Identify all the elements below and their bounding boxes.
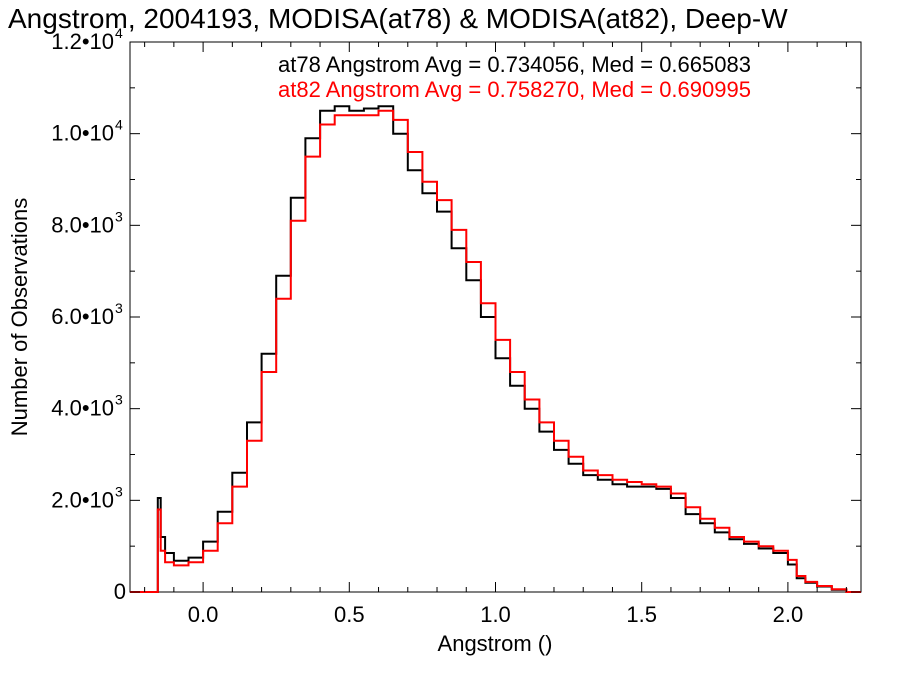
y-tick-exponent: 3: [115, 483, 123, 499]
y-tick-label: 8.0•10: [51, 212, 114, 237]
chart-title: Angstrom, 2004193, MODISA(at78) & MODISA…: [8, 3, 788, 34]
annotation-at78: at78 Angstrom Avg = 0.734056, Med = 0.66…: [278, 52, 751, 77]
x-tick-label: 0.5: [334, 602, 365, 627]
plot-area: 0.0 0.5 1.0 1.5 2.0 02.0•10 34.0•10 36.0•10 38.…: [51, 25, 862, 627]
y-tick-label: 4.0•10: [51, 396, 114, 421]
x-axis: 0.0 0.5 1.0 1.5 2.0: [144, 42, 847, 627]
series-at78-line: [130, 105, 861, 593]
x-tick-label: 1.5: [626, 602, 657, 627]
y-tick-exponent: 3: [115, 208, 123, 224]
annotation-at82: at82 Angstrom Avg = 0.758270, Med = 0.69…: [278, 77, 751, 102]
x-tick-label: 1.0: [480, 602, 511, 627]
x-axis-label: Angstrom (): [438, 631, 553, 656]
series-at82-line: [130, 109, 861, 593]
y-tick-label: 1.0•10: [51, 121, 114, 146]
y-tick-label: 2.0•10: [51, 487, 114, 512]
x-tick-label: 0.0: [188, 602, 219, 627]
y-tick-exponent: 4: [115, 117, 123, 133]
y-tick-label: 6.0•10: [51, 304, 114, 329]
y-tick-exponent: 3: [115, 392, 123, 408]
x-tick-label: 2.0: [773, 602, 804, 627]
y-tick-exponent: 3: [115, 300, 123, 316]
y-tick-label: 1.2•10: [51, 29, 114, 54]
y-axis-label: Number of Observations: [7, 198, 32, 436]
y-axis: 02.0•10 34.0•10 36.0•10 38.0•10 31.0•10 41.2•…: [51, 25, 861, 604]
y-tick-exponent: 4: [115, 25, 123, 41]
y-tick-label: 0: [114, 579, 126, 604]
